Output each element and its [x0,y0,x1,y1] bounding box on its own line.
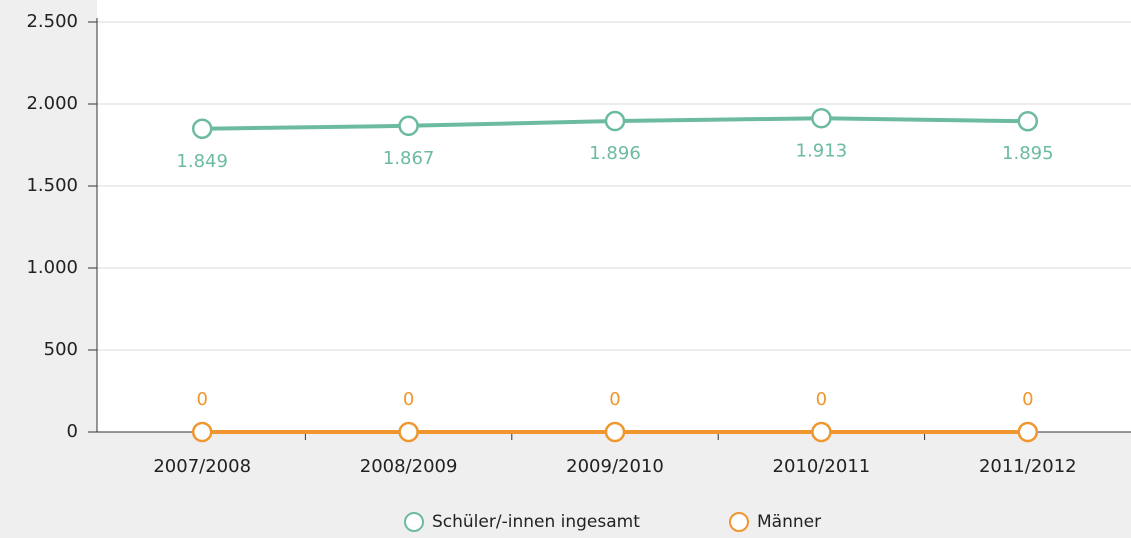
plot-area [97,0,1131,432]
y-tick-label: 2.000 [26,93,78,114]
data-point [398,421,419,443]
y-tick-label: 2.500 [26,11,78,32]
data-point [191,421,213,443]
data-label: 1.895 [1002,143,1054,164]
data-label: 0 [196,389,207,410]
data-label: 1.849 [176,151,228,172]
x-tick-label: 2008/2009 [360,456,458,477]
y-tick-label: 500 [44,339,78,360]
data-label: 0 [816,389,827,410]
legend-marker [729,512,749,532]
x-tick-label: 2009/2010 [566,456,664,477]
data-point [191,118,213,140]
legend-label: Männer [757,512,821,532]
data-label: 0 [403,389,414,410]
legend-label: Schüler/-innen ingesamt [432,512,640,532]
data-point [604,110,626,132]
data-point [811,421,832,443]
data-point [604,421,626,443]
y-tick-label: 1.500 [26,175,78,196]
data-label: 1.867 [383,148,435,169]
data-point [811,108,832,129]
y-tick-label: 0 [67,421,78,442]
data-label: 1.896 [589,143,641,164]
data-point [1017,110,1039,132]
data-point [398,115,419,137]
x-tick-label: 2007/2008 [153,456,251,477]
data-label: 0 [609,389,620,410]
data-label: 0 [1022,389,1033,410]
x-tick-label: 2010/2011 [773,456,871,477]
data-point [1017,421,1039,443]
legend-marker [404,512,424,532]
x-tick-label: 2011/2012 [979,456,1077,477]
y-tick-label: 1.000 [26,257,78,278]
data-label: 1.913 [796,140,848,161]
